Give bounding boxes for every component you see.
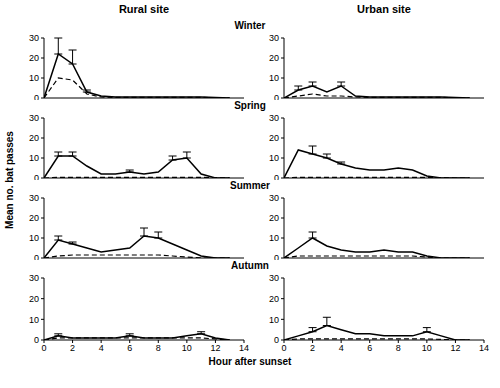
svg-text:30: 30 — [29, 194, 39, 203]
html-text:Hour after sunset: Hour after sunset — [208, 356, 292, 367]
svg-text:2: 2 — [70, 343, 75, 353]
html-text:Rural site: Rural site — [118, 3, 170, 15]
html-text:Mean no. bat passes: Mean no. bat passes — [3, 131, 15, 229]
svg-text:10: 10 — [269, 73, 279, 83]
html-text:Summer: Summer — [230, 180, 270, 191]
svg-text:14: 14 — [239, 343, 249, 353]
svg-text:20: 20 — [29, 53, 39, 63]
svg-text:20: 20 — [29, 294, 39, 304]
svg-text:4: 4 — [339, 343, 344, 353]
svg-text:30: 30 — [269, 194, 279, 203]
svg-text:0: 0 — [274, 253, 279, 260]
html-text:Urban site: Urban site — [357, 3, 411, 15]
svg-text:30: 30 — [29, 274, 39, 283]
html-text:Winter: Winter — [234, 20, 266, 31]
html-text:Autumn: Autumn — [231, 260, 269, 271]
svg-text:30: 30 — [269, 114, 279, 123]
svg-text:0: 0 — [41, 343, 46, 353]
svg-text:0: 0 — [34, 335, 39, 345]
svg-text:0: 0 — [34, 173, 39, 180]
svg-text:0: 0 — [34, 253, 39, 260]
svg-text:2: 2 — [310, 343, 315, 353]
svg-text:20: 20 — [269, 294, 279, 304]
svg-text:0: 0 — [274, 335, 279, 345]
svg-text:12: 12 — [450, 343, 460, 353]
svg-text:10: 10 — [182, 343, 192, 353]
svg-text:12: 12 — [210, 343, 220, 353]
svg-text:10: 10 — [29, 315, 39, 325]
svg-text:0: 0 — [281, 343, 286, 353]
svg-text:10: 10 — [269, 315, 279, 325]
svg-text:20: 20 — [269, 213, 279, 223]
svg-text:0: 0 — [274, 173, 279, 180]
svg-text:20: 20 — [269, 53, 279, 63]
svg-text:8: 8 — [156, 343, 161, 353]
svg-text:14: 14 — [479, 343, 489, 353]
svg-text:0: 0 — [34, 93, 39, 100]
svg-text:30: 30 — [269, 34, 279, 43]
svg-text:20: 20 — [269, 133, 279, 143]
svg-text:10: 10 — [269, 153, 279, 163]
html-text:Spring: Spring — [234, 100, 266, 111]
svg-text:4: 4 — [99, 343, 104, 353]
svg-text:10: 10 — [29, 153, 39, 163]
svg-text:10: 10 — [422, 343, 432, 353]
svg-text:10: 10 — [29, 73, 39, 83]
svg-text:30: 30 — [269, 274, 279, 283]
svg-text:8: 8 — [396, 343, 401, 353]
svg-text:0: 0 — [274, 93, 279, 100]
svg-text:10: 10 — [29, 233, 39, 243]
svg-text:20: 20 — [29, 133, 39, 143]
svg-text:20: 20 — [29, 213, 39, 223]
svg-text:6: 6 — [367, 343, 372, 353]
svg-text:6: 6 — [127, 343, 132, 353]
svg-text:30: 30 — [29, 34, 39, 43]
svg-text:10: 10 — [269, 233, 279, 243]
svg-text:30: 30 — [29, 114, 39, 123]
